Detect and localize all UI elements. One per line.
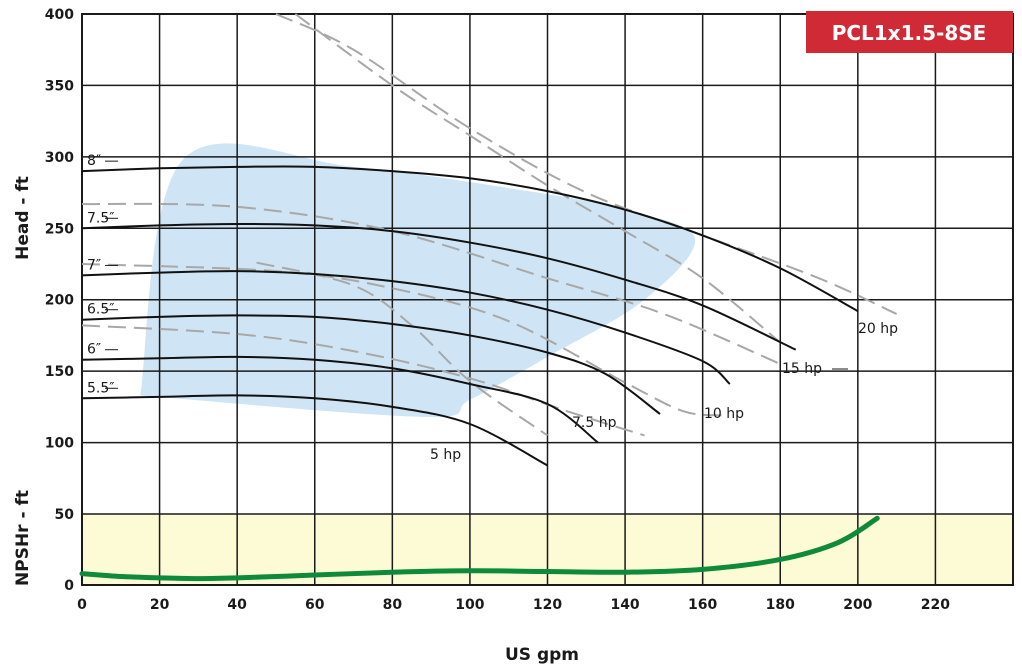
npshr-curve-group — [79, 515, 880, 582]
x-tick-label: 140 — [610, 597, 639, 613]
x-tick-label: 80 — [383, 597, 403, 613]
impeller-curves-group — [81, 165, 859, 467]
x-tick-label: 220 — [921, 597, 950, 613]
impeller-curve — [81, 394, 548, 467]
model-badge: PCL1x1.5-8SE — [806, 11, 1013, 53]
head-tick-label: 100 — [45, 436, 74, 452]
x-tick-label: 120 — [533, 597, 562, 613]
grid-group — [81, 13, 1014, 586]
x-axis-title: US gpm — [505, 645, 579, 665]
x-tick-label: 40 — [227, 597, 247, 613]
x-tick-label: 160 — [688, 597, 717, 613]
head-tick-label: 150 — [45, 364, 74, 380]
power-line-label: 7.5 hp — [572, 415, 617, 431]
impeller-curve — [81, 355, 599, 444]
impeller-diameter-label: 8″ — [87, 153, 101, 169]
power-line-label: 20 hp — [858, 321, 898, 337]
impeller-curve — [81, 314, 661, 415]
impeller-diameter-label: 7.5″ — [87, 210, 115, 226]
power-line-label: 5 hp — [430, 447, 461, 463]
axis-ticks-group: 0 20 40 60 80 100 120 140 160 180 200 220 100 150 200 2… — [45, 7, 951, 613]
npshr-tick-label: 50 — [55, 507, 75, 523]
x-tick-label: 180 — [766, 597, 795, 613]
model-badge-background — [806, 11, 1013, 53]
npshr-tick-label: 0 — [64, 578, 74, 594]
model-badge-text: PCL1x1.5-8SE — [832, 21, 987, 45]
power-line — [81, 324, 645, 437]
power-line — [275, 13, 898, 315]
x-tick-label: 20 — [150, 597, 170, 613]
head-tick-label: 200 — [45, 293, 74, 309]
x-tick-label: 200 — [843, 597, 872, 613]
head-tick-label: 350 — [45, 78, 74, 94]
impeller-diameter-label: 6″ — [87, 342, 101, 358]
power-line — [81, 263, 723, 417]
x-tick-label: 60 — [305, 597, 325, 613]
power-line-label: 10 hp — [704, 406, 744, 422]
impeller-curve — [81, 222, 797, 351]
x-tick-label: 0 — [77, 597, 87, 613]
npshr-curve — [79, 515, 880, 582]
impeller-curve — [81, 270, 731, 385]
impeller-diameter-label: 5.5″ — [87, 380, 115, 396]
plot-frame — [81, 13, 1014, 586]
head-tick-label: 300 — [45, 150, 74, 166]
power-line-label: 15 hp — [782, 361, 822, 377]
impeller-curve — [81, 165, 859, 313]
x-tick-label: 100 — [455, 597, 484, 613]
head-axis-title: Head - ft — [13, 176, 33, 260]
power-line — [294, 13, 781, 344]
head-tick-label: 400 — [45, 7, 74, 23]
curve-labels-group: 8″ 7.5″ 7″ 6.5″ 6″ 5.5″ 20 hp 15 hp 10 hp 7.5 hp 5… — [87, 153, 898, 463]
impeller-diameter-label: 7″ — [87, 257, 101, 273]
npshr-axis-title: NPSHr - ft — [13, 490, 33, 586]
impeller-diameter-label: 6.5″ — [87, 302, 115, 318]
power-line — [81, 202, 781, 365]
head-tick-label: 250 — [45, 221, 74, 237]
